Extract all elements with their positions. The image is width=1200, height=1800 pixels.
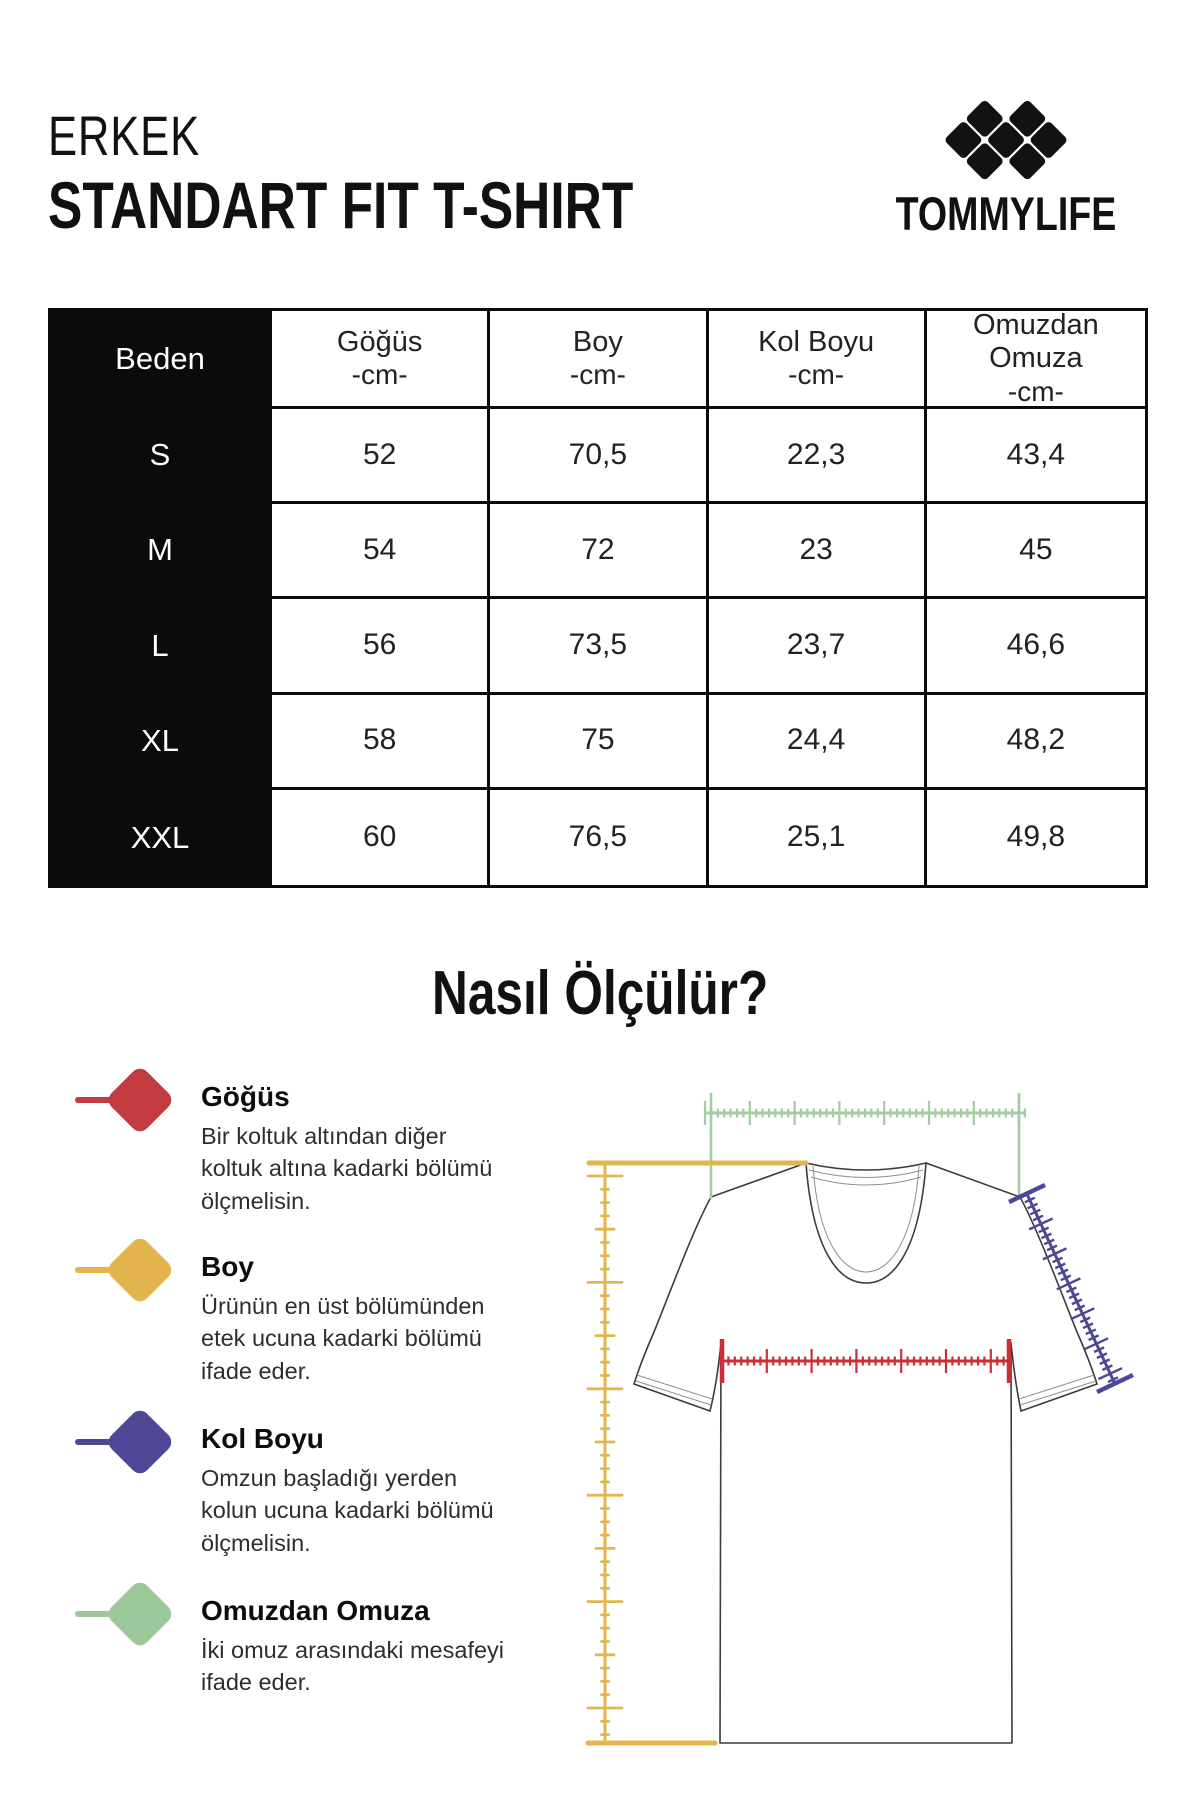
- table-cell: 23: [708, 504, 927, 600]
- size-cell: S: [51, 409, 272, 505]
- chest-marker: [75, 1064, 255, 1136]
- table-cell: 43,4: [926, 409, 1145, 505]
- shoulder-diamond-icon: [104, 1578, 176, 1650]
- legend-description: Omzun başladığı yerden kolun ucuna kadar…: [201, 1465, 494, 1556]
- brand-name: TOMMYLIFE: [895, 187, 1117, 240]
- legend-description: İki omuz arasındaki mesafeyi ifade eder.: [201, 1637, 505, 1696]
- table-cell: 48,2: [926, 695, 1145, 790]
- sleeve-ruler: [1008, 1182, 1134, 1395]
- tshirt-measurement-diagram: [500, 1080, 1150, 1780]
- table-cell: 25,1: [709, 789, 927, 885]
- header-titles: ERKEK STANDART FIT T-SHIRT: [48, 104, 798, 242]
- sleeve-diamond-icon: [104, 1406, 176, 1478]
- table-cell: 54: [272, 504, 491, 600]
- chest-diamond-icon: [104, 1064, 176, 1136]
- table-cell: 46,6: [926, 599, 1145, 695]
- table-cell: 22,3: [708, 409, 927, 505]
- table-cell: 60: [272, 789, 491, 885]
- legend-label: Göğüs: [201, 1081, 290, 1112]
- legend-label: Omuzdan Omuza: [201, 1595, 430, 1626]
- shoulder-marker: [75, 1578, 255, 1650]
- length-diamond-icon: [104, 1234, 176, 1306]
- table-cell: 24,4: [708, 694, 927, 790]
- shoulder-ruler: [703, 1093, 1027, 1199]
- legend-label: Kol Boyu: [201, 1423, 324, 1454]
- table-cell: 75: [490, 694, 709, 790]
- category-label: ERKEK: [48, 104, 200, 167]
- table-header-omuzdan-omuza: Omuzdan Omuza -cm-: [926, 309, 1145, 409]
- brand-diamonds-icon: [945, 100, 1067, 180]
- table-cell: 73,5: [490, 599, 709, 695]
- tshirt-outline: [633, 1162, 1098, 1744]
- legend-item-kol-boyu: Kol Boyu Omzun başladığı yerden kolun uc…: [75, 1406, 555, 1559]
- legend-item-gogus: Göğüs Bir koltuk altından diğer koltuk a…: [75, 1064, 555, 1217]
- table-cell: 23,7: [708, 599, 927, 695]
- brand-logo: TOMMYLIFE: [856, 96, 1156, 241]
- table-cell: 52: [272, 409, 491, 505]
- section-title: Nasıl Ölçülür?: [431, 959, 769, 1028]
- size-cell: L: [51, 599, 272, 695]
- page-title: STANDART FIT T-SHIRT: [48, 168, 634, 242]
- legend-description: Ürünün en üst bölümünden etek ucuna kada…: [201, 1293, 485, 1384]
- length-ruler: [585, 1160, 809, 1746]
- legend-item-omuzdan-omuza: Omuzdan Omuza İki omuz arasındaki mesafe…: [75, 1578, 555, 1699]
- length-marker: [75, 1234, 255, 1306]
- legend-label: Boy: [201, 1251, 254, 1282]
- table-cell: 56: [272, 599, 491, 695]
- size-cell: M: [51, 504, 272, 600]
- table-cell: 70,5: [490, 409, 709, 505]
- chest-ruler: [719, 1339, 1012, 1383]
- table-header-kol-boyu: Kol Boyu -cm-: [708, 311, 927, 409]
- size-table: Beden Göğüs -cm- Boy -cm- Kol Boyu -cm- Omu…: [48, 308, 1148, 888]
- table-header-beden: Beden: [51, 311, 272, 409]
- size-cell: XXL: [51, 789, 272, 885]
- table-cell: 58: [272, 694, 491, 790]
- size-cell: XL: [51, 694, 272, 790]
- tshirt-stitching: [635, 1165, 1097, 1406]
- table-header-boy: Boy -cm-: [490, 311, 709, 409]
- table-cell: 72: [490, 504, 709, 600]
- sleeve-marker: [75, 1406, 255, 1478]
- table-cell: 49,8: [1006, 820, 1066, 854]
- legend-item-boy: Boy Ürünün en üst bölümünden etek ucuna …: [75, 1234, 555, 1387]
- legend-description: Bir koltuk altından diğer koltuk altına …: [201, 1123, 493, 1214]
- table-cell: 45: [926, 504, 1145, 600]
- table-header-gogus: Göğüs -cm-: [272, 311, 491, 409]
- table-cell: 76,5: [490, 789, 709, 885]
